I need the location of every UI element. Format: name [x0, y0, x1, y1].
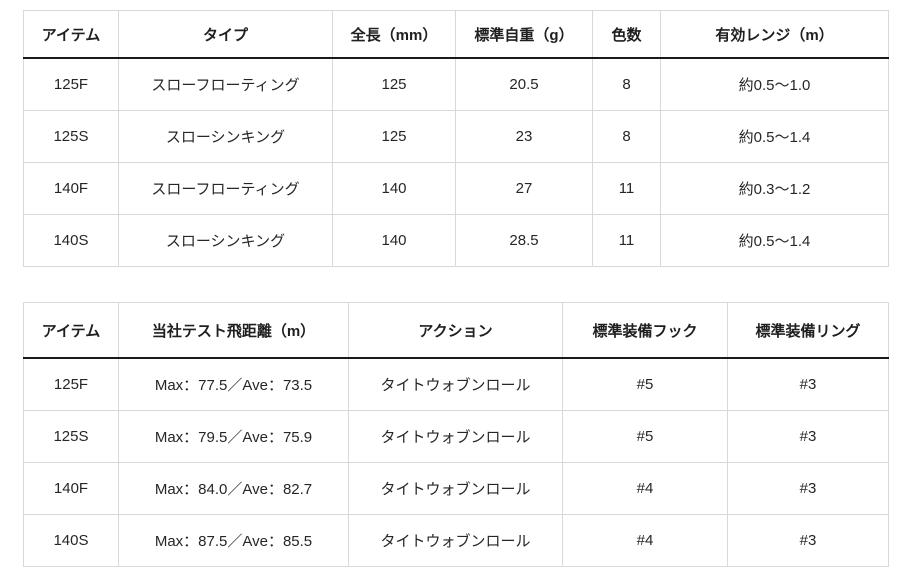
table-row: 140F Max：84.0／Ave：82.7 タイトウォブンロール #4 #3: [23, 462, 889, 515]
cell-length: 140: [332, 214, 456, 267]
cell-item: 125S: [23, 410, 119, 463]
spec-page: アイテム タイプ 全長（mm） 標準自重（g） 色数 有効レンジ（m） 125F…: [23, 10, 889, 567]
cell-color-count: 11: [592, 162, 661, 215]
header-ring: 標準装備リング: [727, 302, 889, 359]
cell-item: 125S: [23, 110, 119, 163]
cell-hook: #5: [562, 357, 728, 411]
header-item: アイテム: [23, 10, 119, 59]
header-cast-distance: 当社テスト飛距離（m）: [118, 302, 349, 359]
cell-weight: 23: [455, 110, 593, 163]
table-header-row: アイテム タイプ 全長（mm） 標準自重（g） 色数 有効レンジ（m）: [23, 10, 889, 59]
cell-action: タイトウォブンロール: [348, 410, 563, 463]
cell-weight: 20.5: [455, 57, 593, 111]
table-row: 140S Max：87.5／Ave：85.5 タイトウォブンロール #4 #3: [23, 514, 889, 567]
table-row: 125F スローフローティング 125 20.5 8 約0.5〜1.0: [23, 57, 889, 111]
cell-ring: #3: [727, 410, 889, 463]
cell-length: 125: [332, 110, 456, 163]
header-action: アクション: [348, 302, 563, 359]
header-type: タイプ: [118, 10, 333, 59]
cell-type: スローシンキング: [118, 214, 333, 267]
spec-table-dimensions: アイテム タイプ 全長（mm） 標準自重（g） 色数 有効レンジ（m） 125F…: [23, 10, 889, 267]
table-row: 125F Max：77.5／Ave：73.5 タイトウォブンロール #5 #3: [23, 357, 889, 411]
cell-item: 140F: [23, 162, 119, 215]
table-row: 125S Max：79.5／Ave：75.9 タイトウォブンロール #5 #3: [23, 410, 889, 463]
cell-item: 140F: [23, 462, 119, 515]
table-row: 125S スローシンキング 125 23 8 約0.5〜1.4: [23, 110, 889, 163]
cell-weight: 27: [455, 162, 593, 215]
header-range: 有効レンジ（m）: [660, 10, 889, 59]
header-weight: 標準自重（g）: [455, 10, 593, 59]
cell-action: タイトウォブンロール: [348, 514, 563, 567]
cell-color-count: 8: [592, 110, 661, 163]
cell-color-count: 8: [592, 57, 661, 111]
cell-item: 125F: [23, 357, 119, 411]
cell-range: 約0.3〜1.2: [660, 162, 889, 215]
cell-type: スローフローティング: [118, 162, 333, 215]
cell-cast-distance: Max：79.5／Ave：75.9: [118, 410, 349, 463]
cell-cast-distance: Max：84.0／Ave：82.7: [118, 462, 349, 515]
cell-action: タイトウォブンロール: [348, 462, 563, 515]
cell-ring: #3: [727, 462, 889, 515]
cell-range: 約0.5〜1.4: [660, 214, 889, 267]
cell-color-count: 11: [592, 214, 661, 267]
header-length: 全長（mm）: [332, 10, 456, 59]
table-row: 140S スローシンキング 140 28.5 11 約0.5〜1.4: [23, 214, 889, 267]
cell-hook: #5: [562, 410, 728, 463]
cell-action: タイトウォブンロール: [348, 357, 563, 411]
spec-table-performance: アイテム 当社テスト飛距離（m） アクション 標準装備フック 標準装備リング 1…: [23, 302, 889, 567]
cell-hook: #4: [562, 514, 728, 567]
header-color-count: 色数: [592, 10, 661, 59]
cell-ring: #3: [727, 514, 889, 567]
cell-item: 125F: [23, 57, 119, 111]
cell-length: 125: [332, 57, 456, 111]
cell-length: 140: [332, 162, 456, 215]
cell-hook: #4: [562, 462, 728, 515]
cell-range: 約0.5〜1.0: [660, 57, 889, 111]
table-row: 140F スローフローティング 140 27 11 約0.3〜1.2: [23, 162, 889, 215]
cell-cast-distance: Max：77.5／Ave：73.5: [118, 357, 349, 411]
cell-item: 140S: [23, 214, 119, 267]
cell-type: スローフローティング: [118, 57, 333, 111]
table-header-row: アイテム 当社テスト飛距離（m） アクション 標準装備フック 標準装備リング: [23, 302, 889, 359]
cell-type: スローシンキング: [118, 110, 333, 163]
cell-cast-distance: Max：87.5／Ave：85.5: [118, 514, 349, 567]
header-hook: 標準装備フック: [562, 302, 728, 359]
cell-item: 140S: [23, 514, 119, 567]
cell-ring: #3: [727, 357, 889, 411]
cell-weight: 28.5: [455, 214, 593, 267]
header-item: アイテム: [23, 302, 119, 359]
cell-range: 約0.5〜1.4: [660, 110, 889, 163]
